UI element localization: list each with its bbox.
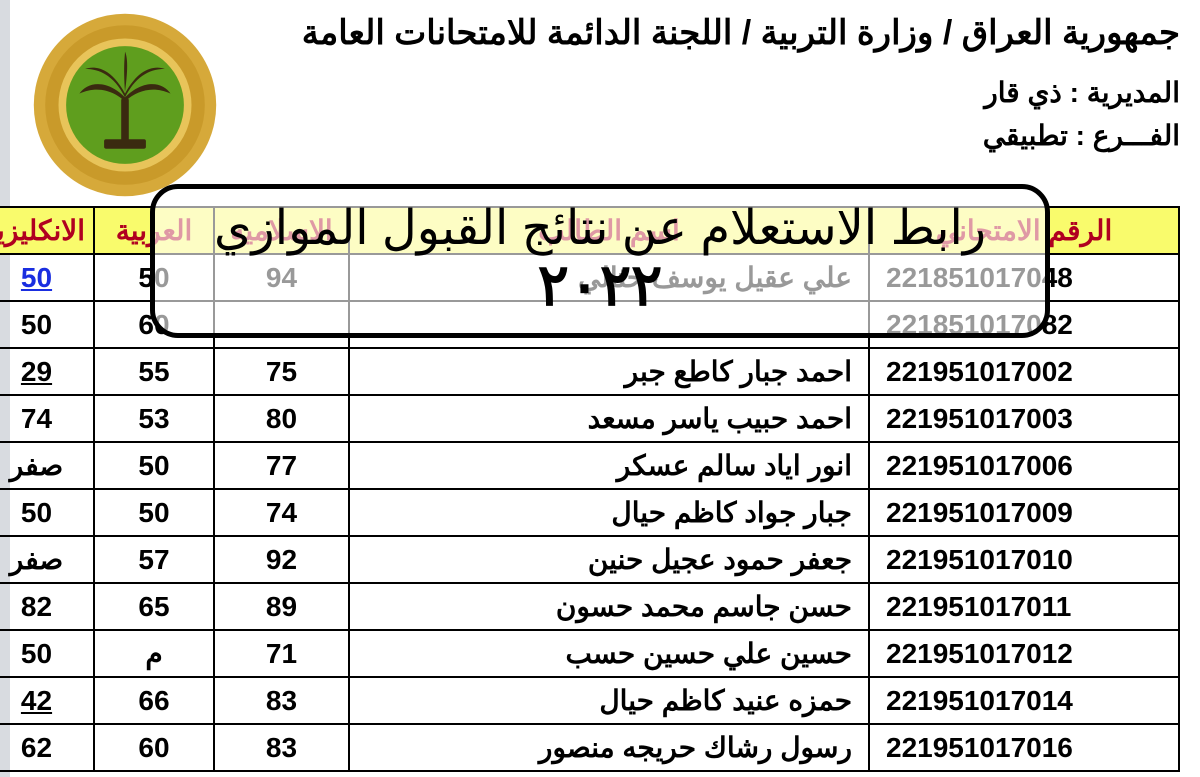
cell-subject-2: 50 bbox=[94, 489, 214, 536]
cell-exam-id: 221951017010 bbox=[869, 536, 1179, 583]
cell-subject-2: 60 bbox=[94, 724, 214, 771]
col-header-sub3: الانكليزية bbox=[0, 207, 94, 254]
col-header-name: اسم الطالب bbox=[349, 207, 869, 254]
cell-subject-1 bbox=[214, 301, 349, 348]
cell-subject-3: صفر bbox=[0, 536, 94, 583]
cell-subject-2: 66 bbox=[94, 677, 214, 724]
cell-subject-1: 94 bbox=[214, 254, 349, 301]
cell-student-name: جعفر حمود عجيل حنين bbox=[349, 536, 869, 583]
results-table: الرقم الامتحاني اسم الطالب الاسلامية الع… bbox=[0, 206, 1180, 772]
table-row: 221951017010جعفر حمود عجيل حنين9257صفر bbox=[0, 536, 1179, 583]
cell-exam-id: 221951017016 bbox=[869, 724, 1179, 771]
cell-student-name: رسول رشاك حريجه منصور bbox=[349, 724, 869, 771]
cell-subject-2: 65 bbox=[94, 583, 214, 630]
directorate-line: المديرية : ذي قار bbox=[240, 76, 1180, 109]
cell-subject-2: 55 bbox=[94, 348, 214, 395]
cell-subject-1: 92 bbox=[214, 536, 349, 583]
table-row: 221951017006انور اياد سالم عسكر7750صفر bbox=[0, 442, 1179, 489]
cell-subject-1: 77 bbox=[214, 442, 349, 489]
cell-subject-2: 50 bbox=[94, 442, 214, 489]
table-row: 221951017009جبار جواد كاظم حيال745050 bbox=[0, 489, 1179, 536]
table-row: 221951017002احمد جبار كاطع جبر755529 bbox=[0, 348, 1179, 395]
cell-subject-3: 74 bbox=[0, 395, 94, 442]
cell-subject-3: 29 bbox=[0, 348, 94, 395]
branch-value: تطبيقي bbox=[983, 120, 1068, 151]
cell-subject-2: 50 bbox=[94, 254, 214, 301]
table-header-row: الرقم الامتحاني اسم الطالب الاسلامية الع… bbox=[0, 207, 1179, 254]
cell-student-name: حسين علي حسين حسب bbox=[349, 630, 869, 677]
cell-student-name bbox=[349, 301, 869, 348]
cell-subject-1: 83 bbox=[214, 724, 349, 771]
cell-subject-3: 50 bbox=[0, 630, 94, 677]
cell-subject-1: 71 bbox=[214, 630, 349, 677]
branch-line: الفـــرع : تطبيقي bbox=[240, 119, 1180, 152]
cell-exam-id: 221951017014 bbox=[869, 677, 1179, 724]
directorate-value: ذي قار bbox=[984, 77, 1062, 108]
col-header-id: الرقم الامتحاني bbox=[869, 207, 1179, 254]
table-row: 221951017012حسين علي حسين حسب71م50 bbox=[0, 630, 1179, 677]
ministry-emblem-icon bbox=[30, 10, 220, 200]
table-row: 221951017011حسن جاسم محمد حسون896582 bbox=[0, 583, 1179, 630]
cell-subject-1: 75 bbox=[214, 348, 349, 395]
cell-subject-3: 50 bbox=[0, 489, 94, 536]
col-header-sub2: العربية bbox=[94, 207, 214, 254]
cell-exam-id: 221951017009 bbox=[869, 489, 1179, 536]
cell-subject-2: م bbox=[94, 630, 214, 677]
cell-student-name: حمزه عنيد كاظم حيال bbox=[349, 677, 869, 724]
page-title: جمهورية العراق / وزارة التربية / اللجنة … bbox=[240, 10, 1180, 58]
cell-exam-id: 221951017006 bbox=[869, 442, 1179, 489]
cell-subject-1: 89 bbox=[214, 583, 349, 630]
cell-exam-id: 221851017048 bbox=[869, 254, 1179, 301]
cell-exam-id: 221851017082 bbox=[869, 301, 1179, 348]
cell-student-name: احمد حبيب ياسر مسعد bbox=[349, 395, 869, 442]
cell-subject-3: 42 bbox=[0, 677, 94, 724]
cell-subject-1: 74 bbox=[214, 489, 349, 536]
cell-subject-3: 62 bbox=[0, 724, 94, 771]
directorate-label: المديرية : bbox=[1070, 77, 1180, 108]
cell-subject-2: 60 bbox=[94, 301, 214, 348]
table-row: 221851017048علي عقيل يوسف حثالي945050 bbox=[0, 254, 1179, 301]
cell-student-name: علي عقيل يوسف حثالي bbox=[349, 254, 869, 301]
cell-student-name: جبار جواد كاظم حيال bbox=[349, 489, 869, 536]
table-row: 221951017014حمزه عنيد كاظم حيال836642 bbox=[0, 677, 1179, 724]
cell-subject-1: 83 bbox=[214, 677, 349, 724]
cell-subject-1: 80 bbox=[214, 395, 349, 442]
cell-subject-3: 82 bbox=[0, 583, 94, 630]
cell-exam-id: 221951017011 bbox=[869, 583, 1179, 630]
cell-student-name: حسن جاسم محمد حسون bbox=[349, 583, 869, 630]
cell-student-name: انور اياد سالم عسكر bbox=[349, 442, 869, 489]
cell-subject-3: صفر bbox=[0, 442, 94, 489]
cell-subject-2: 53 bbox=[94, 395, 214, 442]
table-row: 221951017003احمد حبيب ياسر مسعد805374 bbox=[0, 395, 1179, 442]
cell-subject-3: 50 bbox=[0, 254, 94, 301]
cell-student-name: احمد جبار كاطع جبر bbox=[349, 348, 869, 395]
branch-label: الفـــرع : bbox=[1076, 120, 1180, 151]
cell-exam-id: 221951017003 bbox=[869, 395, 1179, 442]
document-header: جمهورية العراق / وزارة التربية / اللجنة … bbox=[20, 10, 1180, 200]
cell-subject-3: 50 bbox=[0, 301, 94, 348]
cell-exam-id: 221951017012 bbox=[869, 630, 1179, 677]
table-row: 221851017082 6050 bbox=[0, 301, 1179, 348]
col-header-sub1: الاسلامية bbox=[214, 207, 349, 254]
cell-subject-2: 57 bbox=[94, 536, 214, 583]
cell-exam-id: 221951017002 bbox=[869, 348, 1179, 395]
table-row: 221951017016رسول رشاك حريجه منصور836062 bbox=[0, 724, 1179, 771]
